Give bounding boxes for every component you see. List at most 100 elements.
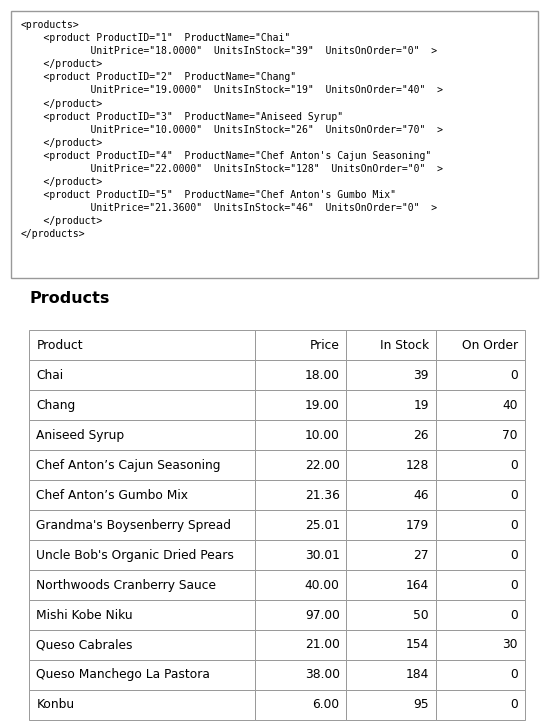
FancyBboxPatch shape — [436, 420, 525, 450]
FancyBboxPatch shape — [30, 331, 255, 360]
Text: 27: 27 — [413, 548, 429, 561]
Text: 38.00: 38.00 — [305, 668, 340, 681]
Text: 128: 128 — [406, 459, 429, 472]
FancyBboxPatch shape — [346, 331, 436, 360]
FancyBboxPatch shape — [30, 600, 255, 630]
Text: 0: 0 — [510, 368, 518, 381]
FancyBboxPatch shape — [436, 360, 525, 390]
Text: 6.00: 6.00 — [312, 698, 340, 711]
Text: 19: 19 — [413, 399, 429, 411]
Text: Aniseed Syrup: Aniseed Syrup — [36, 429, 125, 442]
Text: 40: 40 — [502, 399, 518, 411]
FancyBboxPatch shape — [30, 690, 255, 720]
Text: 18.00: 18.00 — [305, 368, 340, 381]
Text: 0: 0 — [510, 488, 518, 502]
Text: 95: 95 — [413, 698, 429, 711]
Text: 25.01: 25.01 — [305, 518, 340, 531]
FancyBboxPatch shape — [255, 331, 346, 360]
Text: Queso Manchego La Pastora: Queso Manchego La Pastora — [36, 668, 210, 681]
FancyBboxPatch shape — [255, 390, 346, 420]
Text: 10.00: 10.00 — [305, 429, 340, 442]
Text: 30.01: 30.01 — [305, 548, 340, 561]
Text: 179: 179 — [406, 518, 429, 531]
FancyBboxPatch shape — [346, 660, 436, 690]
FancyBboxPatch shape — [255, 420, 346, 450]
Text: 0: 0 — [510, 698, 518, 711]
Text: 97.00: 97.00 — [305, 609, 340, 622]
Text: 30: 30 — [502, 638, 518, 652]
FancyBboxPatch shape — [255, 660, 346, 690]
Text: 40.00: 40.00 — [305, 579, 340, 592]
Text: 0: 0 — [510, 459, 518, 472]
FancyBboxPatch shape — [30, 510, 255, 540]
Text: 22.00: 22.00 — [305, 459, 340, 472]
FancyBboxPatch shape — [436, 510, 525, 540]
Text: Konbu: Konbu — [36, 698, 75, 711]
FancyBboxPatch shape — [346, 630, 436, 660]
Text: Chai: Chai — [36, 368, 63, 381]
FancyBboxPatch shape — [436, 480, 525, 510]
FancyBboxPatch shape — [255, 510, 346, 540]
Text: Chang: Chang — [36, 399, 76, 411]
FancyBboxPatch shape — [436, 331, 525, 360]
Text: <products>
    <product ProductID="1"  ProductName="Chai"
            UnitPrice=: <products> <product ProductID="1" Produc… — [20, 20, 444, 239]
Text: 21.36: 21.36 — [305, 488, 340, 502]
Text: 70: 70 — [502, 429, 518, 442]
FancyBboxPatch shape — [30, 630, 255, 660]
FancyBboxPatch shape — [30, 450, 255, 480]
Text: Mishi Kobe Niku: Mishi Kobe Niku — [36, 609, 133, 622]
Text: 26: 26 — [413, 429, 429, 442]
Text: Grandma's Boysenberry Spread: Grandma's Boysenberry Spread — [36, 518, 231, 531]
FancyBboxPatch shape — [30, 480, 255, 510]
FancyBboxPatch shape — [436, 390, 525, 420]
FancyBboxPatch shape — [346, 390, 436, 420]
FancyBboxPatch shape — [255, 690, 346, 720]
FancyBboxPatch shape — [436, 540, 525, 570]
FancyBboxPatch shape — [346, 360, 436, 390]
Text: Chef Anton’s Gumbo Mix: Chef Anton’s Gumbo Mix — [36, 488, 188, 502]
Text: Price: Price — [310, 339, 340, 352]
Text: Chef Anton’s Cajun Seasoning: Chef Anton’s Cajun Seasoning — [36, 459, 221, 472]
FancyBboxPatch shape — [346, 510, 436, 540]
FancyBboxPatch shape — [11, 11, 538, 278]
FancyBboxPatch shape — [436, 450, 525, 480]
Text: 0: 0 — [510, 609, 518, 622]
Text: On Order: On Order — [462, 339, 518, 352]
FancyBboxPatch shape — [346, 420, 436, 450]
FancyBboxPatch shape — [436, 630, 525, 660]
Text: 21.00: 21.00 — [305, 638, 340, 652]
Text: 0: 0 — [510, 518, 518, 531]
Text: 164: 164 — [406, 579, 429, 592]
FancyBboxPatch shape — [346, 690, 436, 720]
Text: Products: Products — [30, 290, 110, 306]
FancyBboxPatch shape — [255, 600, 346, 630]
FancyBboxPatch shape — [436, 690, 525, 720]
Text: 0: 0 — [510, 668, 518, 681]
FancyBboxPatch shape — [346, 600, 436, 630]
FancyBboxPatch shape — [436, 660, 525, 690]
Text: 46: 46 — [413, 488, 429, 502]
Text: 39: 39 — [413, 368, 429, 381]
FancyBboxPatch shape — [255, 480, 346, 510]
Text: 0: 0 — [510, 579, 518, 592]
FancyBboxPatch shape — [30, 570, 255, 600]
FancyBboxPatch shape — [255, 540, 346, 570]
FancyBboxPatch shape — [346, 480, 436, 510]
Text: 184: 184 — [406, 668, 429, 681]
FancyBboxPatch shape — [346, 570, 436, 600]
FancyBboxPatch shape — [30, 660, 255, 690]
FancyBboxPatch shape — [346, 450, 436, 480]
FancyBboxPatch shape — [255, 570, 346, 600]
FancyBboxPatch shape — [255, 450, 346, 480]
Text: Northwoods Cranberry Sauce: Northwoods Cranberry Sauce — [36, 579, 216, 592]
FancyBboxPatch shape — [255, 360, 346, 390]
FancyBboxPatch shape — [346, 540, 436, 570]
FancyBboxPatch shape — [436, 600, 525, 630]
FancyBboxPatch shape — [30, 360, 255, 390]
Text: Queso Cabrales: Queso Cabrales — [36, 638, 133, 652]
FancyBboxPatch shape — [30, 540, 255, 570]
FancyBboxPatch shape — [255, 630, 346, 660]
Text: 19.00: 19.00 — [305, 399, 340, 411]
FancyBboxPatch shape — [30, 390, 255, 420]
Text: Uncle Bob's Organic Dried Pears: Uncle Bob's Organic Dried Pears — [36, 548, 234, 561]
